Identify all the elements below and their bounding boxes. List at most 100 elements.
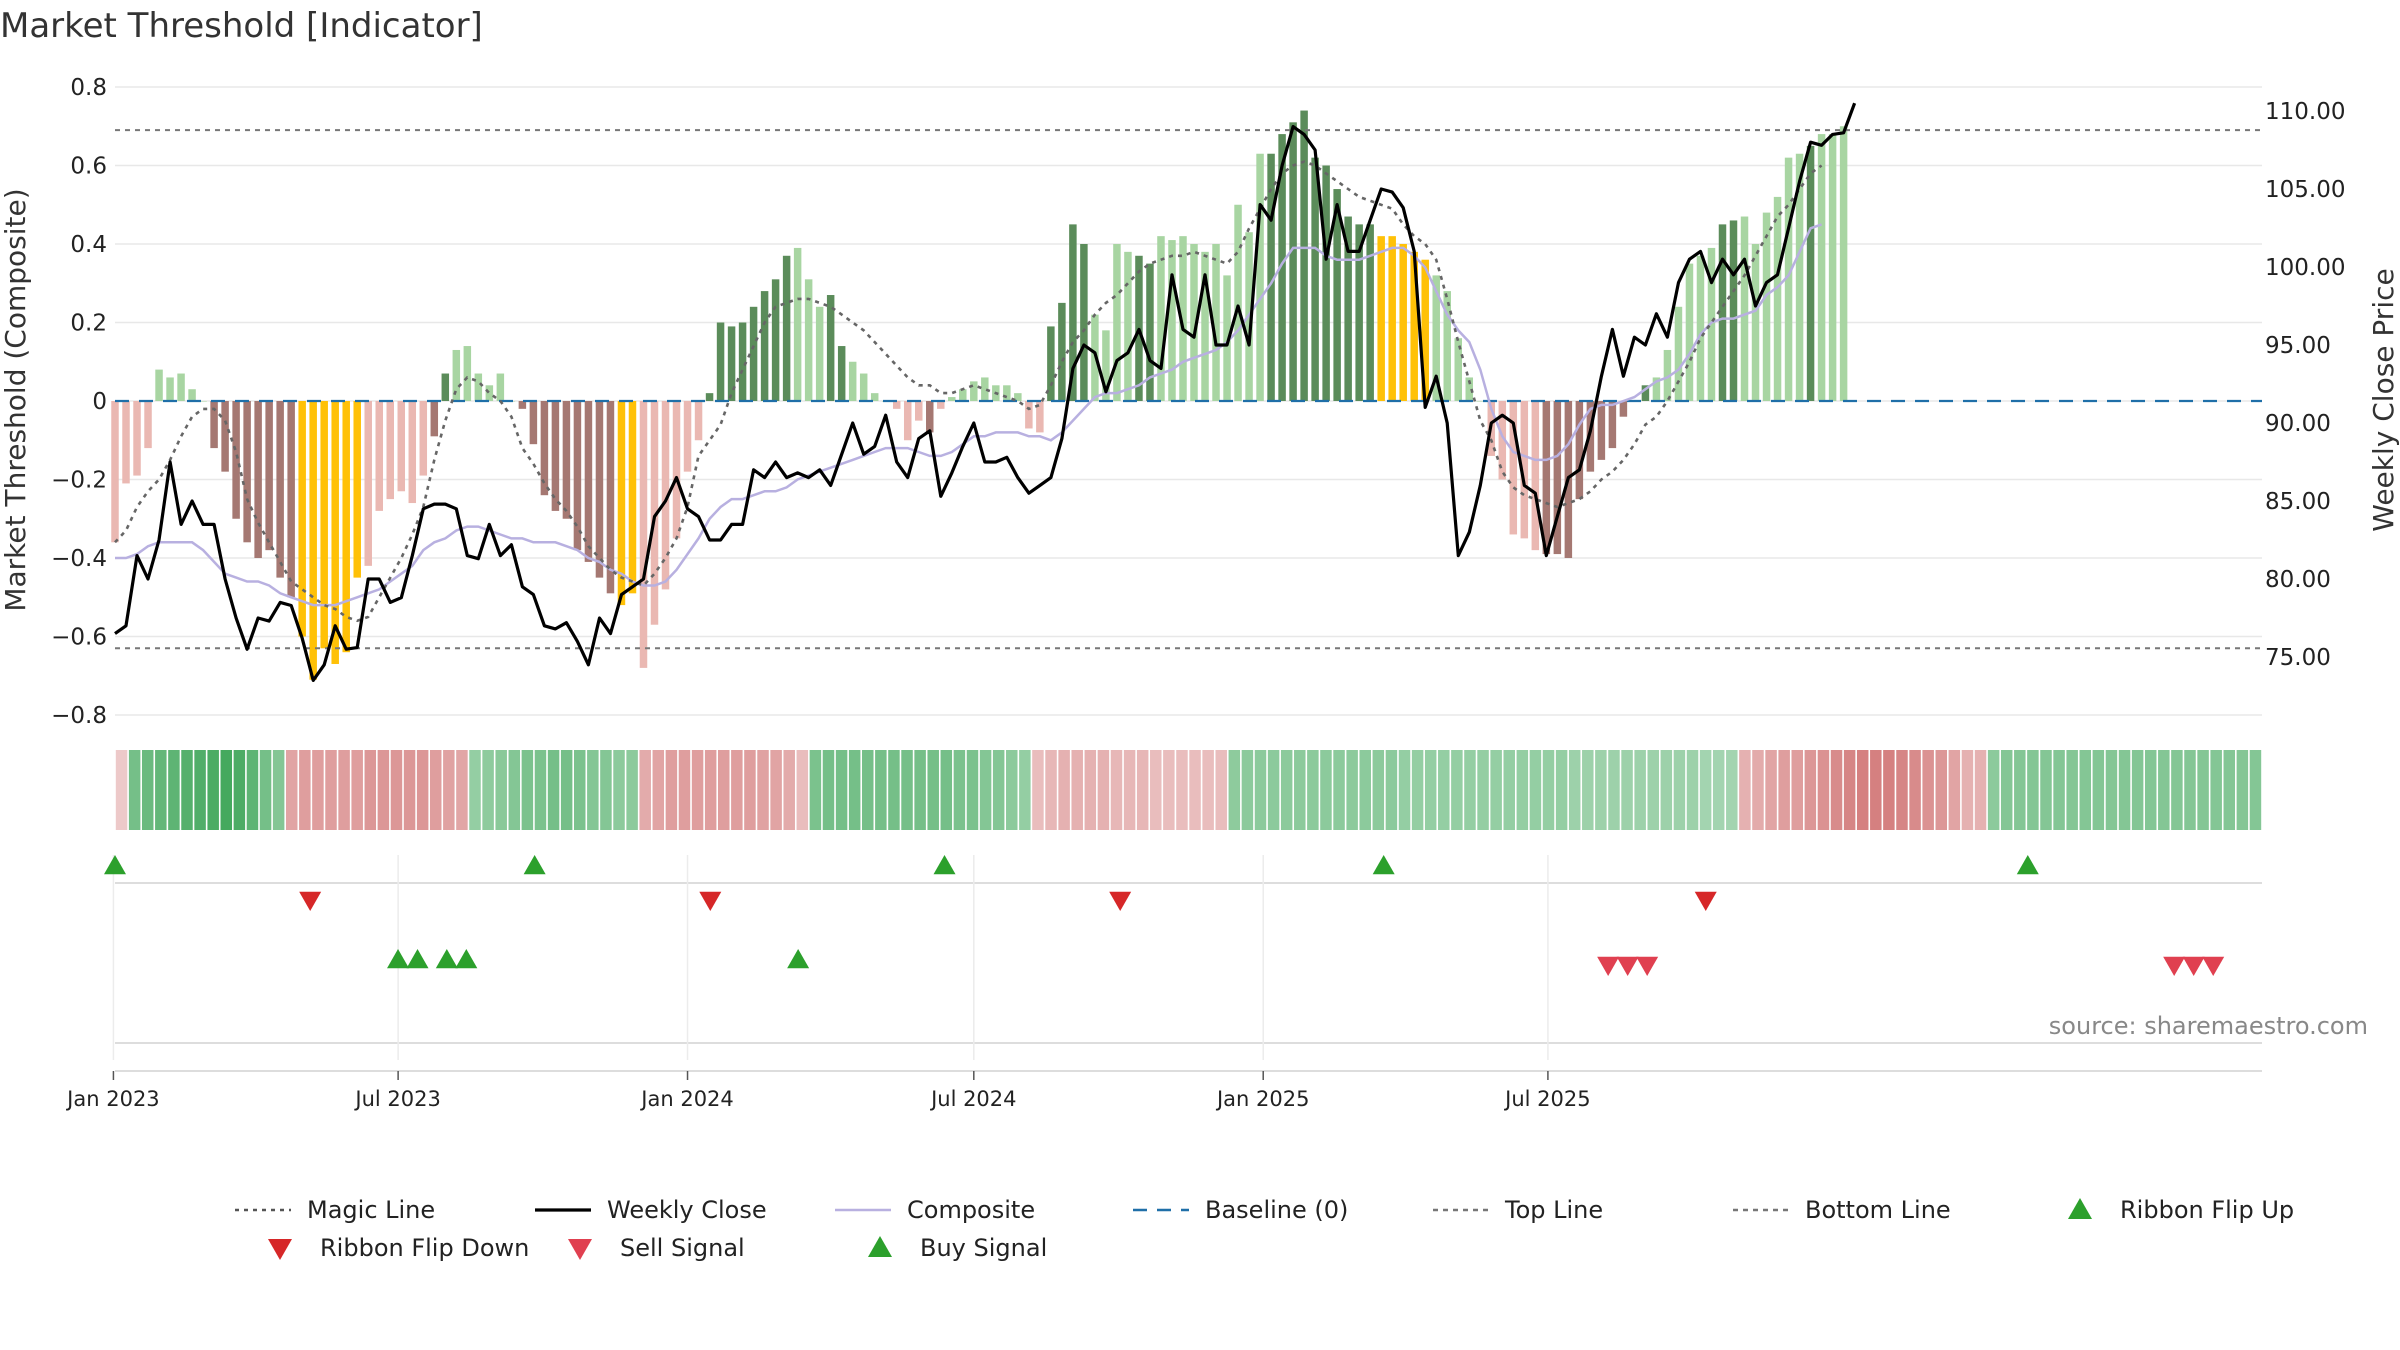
ribbon-cell xyxy=(718,750,730,830)
ribbon-cell xyxy=(2000,750,2013,830)
composite-bar xyxy=(1289,122,1297,401)
composite-bar xyxy=(595,401,604,578)
composite-bar xyxy=(738,322,747,401)
composite-bar xyxy=(375,401,383,511)
composite-bar xyxy=(155,369,163,401)
ribbon-cell xyxy=(1451,750,1463,830)
legend-item: Weekly Close xyxy=(535,1196,767,1224)
ribbon-flip-up-marker xyxy=(104,855,126,875)
composite-bar xyxy=(276,401,284,578)
ribbon-cell xyxy=(2236,750,2249,830)
ribbon-cell xyxy=(1071,750,1083,830)
ribbon-cell xyxy=(2158,750,2170,830)
ribbon-cell xyxy=(613,750,625,830)
ribbon-cell xyxy=(600,750,612,830)
ribbon-cell xyxy=(1870,750,1882,830)
composite-bar xyxy=(485,385,494,401)
sell-signal-marker xyxy=(2163,956,2186,976)
composite-bar xyxy=(364,401,372,566)
composite-bar xyxy=(826,295,835,401)
ribbon-cell xyxy=(1595,750,1607,830)
composite-bar xyxy=(903,401,912,441)
composite-bar xyxy=(628,401,637,594)
ribbon-cell xyxy=(875,750,887,830)
y2-tick-label: 75.00 xyxy=(2265,645,2331,671)
y-axis-label: Market Threshold (Composite) xyxy=(0,188,32,611)
composite-bar xyxy=(1058,302,1066,401)
ribbon-flip-down-marker xyxy=(1694,891,1717,911)
composite-bar xyxy=(1355,224,1363,401)
sell-signal-marker xyxy=(1636,956,1659,976)
ribbon-cell xyxy=(272,750,285,830)
composite-bar xyxy=(937,401,945,409)
ribbon-cell xyxy=(626,750,638,830)
composite-bar xyxy=(430,401,439,437)
ribbon-cell xyxy=(2171,750,2183,830)
ribbon-cell xyxy=(1712,750,1725,830)
ribbon-cell xyxy=(1647,750,1659,830)
ribbon-cell xyxy=(1294,750,1306,830)
composite-bar xyxy=(1267,153,1275,401)
ribbon-cell xyxy=(1006,750,1018,830)
ribbon-cell xyxy=(456,750,468,830)
ribbon-cell xyxy=(1254,750,1267,830)
ribbon-cell xyxy=(1385,750,1398,830)
ribbon-cell xyxy=(1163,750,1175,830)
composite-bar xyxy=(166,377,174,401)
ribbon-cell xyxy=(285,750,298,830)
ribbon-cell xyxy=(1516,750,1529,830)
composite-bar xyxy=(1443,291,1451,401)
composite-bar xyxy=(1553,401,1562,555)
ribbon-cell xyxy=(259,750,272,830)
ribbon-cell xyxy=(416,750,429,830)
ribbon-strip xyxy=(115,750,2262,830)
ribbon-cell xyxy=(2249,750,2262,830)
y-tick-label: −0.4 xyxy=(51,546,107,572)
ribbon-cell xyxy=(403,750,416,830)
ribbon-cell xyxy=(796,750,809,830)
composite-bar xyxy=(1718,224,1727,401)
composite-bars xyxy=(111,110,1848,680)
ribbon-cell xyxy=(1372,750,1385,830)
ribbon-cell xyxy=(1621,750,1633,830)
ribbon-cell xyxy=(1843,750,1856,830)
composite-bar xyxy=(1036,401,1044,433)
ribbon-cell xyxy=(744,750,756,830)
composite-bar xyxy=(848,361,857,401)
composite-bar xyxy=(1080,244,1088,401)
composite-bar xyxy=(1476,401,1485,402)
y-axis-ticks: 0.8 0.6 0.4 0.2 0 −0.2 −0.4 −0.6 −0.8 xyxy=(51,75,107,729)
composite-bar xyxy=(606,401,615,594)
legend-label: Ribbon Flip Down xyxy=(320,1234,529,1262)
ribbon-cell xyxy=(377,750,390,830)
ribbon-cell xyxy=(1241,750,1254,830)
composite-bar xyxy=(1619,401,1628,417)
ribbon-flip-down-marker xyxy=(299,891,322,911)
y-tick-label: −0.2 xyxy=(51,468,107,494)
composite-bar xyxy=(1520,401,1529,539)
composite-bar xyxy=(1707,247,1716,401)
ribbon-cell xyxy=(547,750,560,830)
date-tick-label: Jul 2025 xyxy=(1503,1087,1590,1111)
ribbon-cell xyxy=(429,750,442,830)
composite-bar xyxy=(804,279,813,401)
composite-bar xyxy=(1047,326,1055,401)
composite-bar xyxy=(749,306,758,401)
composite-bar xyxy=(144,401,152,449)
composite-bar xyxy=(1542,401,1551,555)
date-tick-label: Jan 2023 xyxy=(65,1087,160,1111)
ribbon-cell xyxy=(2079,750,2092,830)
ribbon-cell xyxy=(338,750,350,830)
ribbon-cell xyxy=(2144,750,2157,830)
ribbon-cell xyxy=(992,750,1005,830)
composite-bar xyxy=(1828,134,1837,401)
ribbon-cell xyxy=(691,750,704,830)
ribbon-cell xyxy=(2197,750,2209,830)
ribbon-flip-up-marker xyxy=(523,855,546,875)
composite-bar xyxy=(529,401,538,445)
ribbon-cell xyxy=(862,750,874,830)
ribbon-cell xyxy=(822,750,835,830)
composite-bar xyxy=(1322,165,1330,401)
legend-label: Baseline (0) xyxy=(1205,1196,1348,1224)
